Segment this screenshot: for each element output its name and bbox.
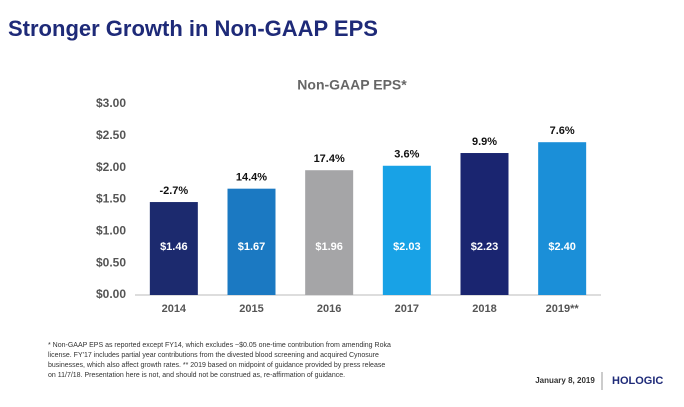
bar [382,165,431,295]
y-tick-label: $2.00 [96,160,126,174]
x-tick-label: 2014 [162,303,187,315]
growth-label: 3.6% [394,149,419,161]
bar [460,153,509,295]
chart-title: Non-GAAP EPS* [297,77,407,93]
growth-label: 14.4% [236,172,267,184]
bar-value-label: $1.67 [238,241,266,253]
bar [538,142,587,295]
y-tick-label: $3.00 [96,96,126,110]
y-tick-label: $0.00 [96,287,126,301]
footnote-line: license. FY'17 includes partial year con… [48,352,379,359]
growth-label: 9.9% [472,136,497,148]
footnote-line: on 11/7/18. Presentation here is not, an… [48,372,345,379]
y-tick-label: $2.50 [96,128,126,142]
bar-value-label: $2.03 [393,241,421,253]
growth-label: 17.4% [314,153,345,165]
bar [149,202,198,295]
bar-value-label: $1.96 [315,241,343,253]
growth-label: -2.7% [159,185,188,197]
slide-title: Stronger Growth in Non-GAAP EPS [8,16,378,41]
x-tick-label: 2015 [239,303,263,315]
x-tick-label: 2019** [546,303,580,315]
x-tick-label: 2018 [472,303,496,315]
growth-label: 7.6% [550,125,575,137]
footnote-line: businesses, which also affect growth rat… [48,362,385,369]
logo: HOLOGIC [612,375,663,387]
bar-value-label: $1.46 [160,241,188,253]
bar-value-label: $2.40 [548,241,576,253]
y-tick-label: $1.50 [96,192,126,206]
y-tick-label: $0.50 [96,255,126,269]
y-tick-label: $1.00 [96,224,126,238]
bar [305,170,354,295]
x-tick-label: 2017 [395,303,419,315]
x-tick-label: 2016 [317,303,341,315]
footnote-line: * Non-GAAP EPS as reported except FY14, … [48,342,391,349]
bar [227,188,276,295]
bar-value-label: $2.23 [471,241,499,253]
date: January 8, 2019 [535,376,595,385]
